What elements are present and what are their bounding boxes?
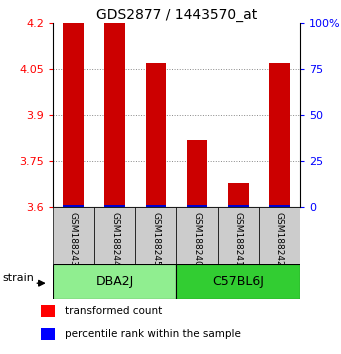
Bar (41, 328, 55, 340)
Bar (104, 23, 125, 207)
Bar (63, 205, 84, 207)
Bar (269, 205, 290, 207)
Text: strain: strain (3, 273, 34, 283)
Text: GSM188245: GSM188245 (151, 212, 160, 266)
Bar (177, 207, 218, 264)
Bar (94, 207, 135, 264)
Text: GSM188241: GSM188241 (234, 212, 243, 266)
Bar (269, 63, 290, 207)
Bar (135, 207, 177, 264)
Text: GSM188244: GSM188244 (110, 212, 119, 266)
Bar (53, 207, 94, 264)
Bar (104, 205, 125, 207)
Bar (218, 207, 259, 264)
Bar (228, 183, 249, 207)
Text: GSM188243: GSM188243 (69, 212, 78, 266)
Bar (228, 205, 249, 207)
Text: DBA2J: DBA2J (95, 275, 134, 288)
Bar (187, 139, 207, 207)
Title: GDS2877 / 1443570_at: GDS2877 / 1443570_at (96, 8, 257, 22)
Bar (53, 264, 177, 299)
Text: GSM188242: GSM188242 (275, 212, 284, 266)
Text: percentile rank within the sample: percentile rank within the sample (65, 329, 241, 339)
Text: C57BL6J: C57BL6J (212, 275, 264, 288)
Bar (146, 205, 166, 207)
Bar (187, 205, 207, 207)
Bar (177, 264, 300, 299)
Text: transformed count: transformed count (65, 306, 162, 316)
Text: GSM188240: GSM188240 (193, 212, 202, 266)
Bar (41, 304, 55, 317)
Bar (146, 63, 166, 207)
Bar (63, 23, 84, 207)
Bar (259, 207, 300, 264)
